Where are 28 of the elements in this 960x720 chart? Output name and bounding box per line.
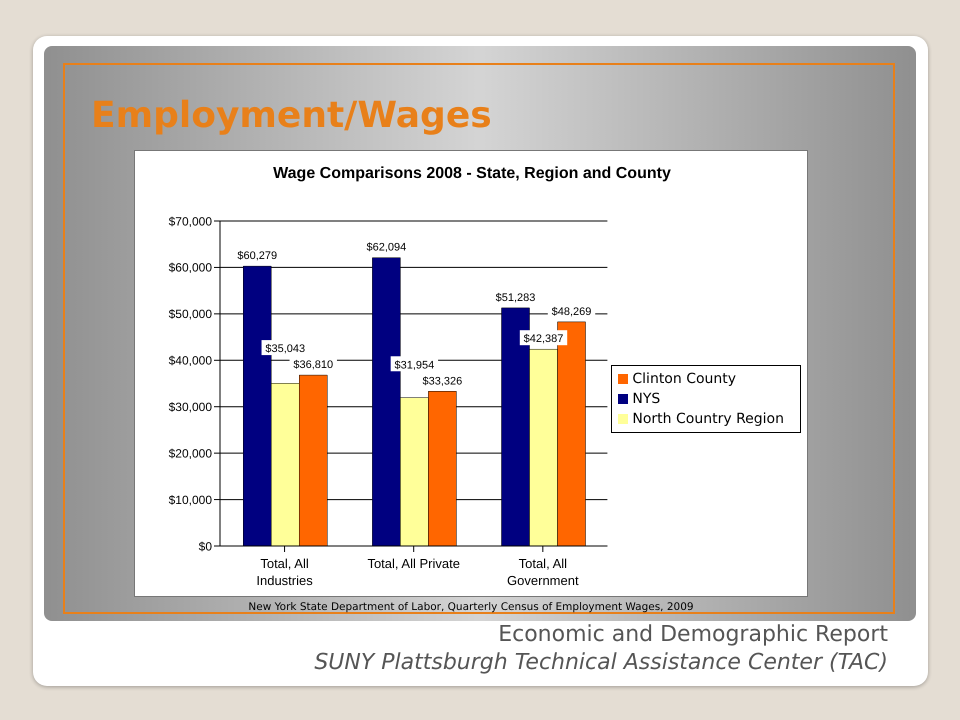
data-label: $33,326 xyxy=(422,375,462,388)
y-tick-label: $10,000 xyxy=(168,492,212,507)
data-label: $31,954 xyxy=(394,359,434,372)
x-tick-label: Total, All Private xyxy=(367,556,460,571)
chart-title: Employment/Wages xyxy=(91,95,492,136)
y-tick-label: $30,000 xyxy=(168,400,212,414)
y-tick-label: $40,000 xyxy=(168,354,212,368)
data-label: $35,043 xyxy=(265,343,306,356)
x-tick-label: Total, All Government xyxy=(507,556,579,588)
data-label: $36,810 xyxy=(293,359,334,372)
y-tick-label: $20,000 xyxy=(168,446,212,460)
data-label: $48,269 xyxy=(552,306,592,318)
y-tick-label: $50,000 xyxy=(168,307,212,322)
legend-label: Clinton County xyxy=(632,370,736,386)
y-tick-label: $0 xyxy=(198,539,212,554)
legend-label: NYS xyxy=(632,390,660,406)
y-tick-label: $60,000 xyxy=(168,260,212,275)
legend-label: North Country Region xyxy=(632,410,784,426)
text: New York State Department of Labor, Quarterly Census of Employment Wages, 2009 xyxy=(247,601,695,613)
x-tick-label: Total, All Industries xyxy=(256,556,314,588)
data-label: $60,279 xyxy=(237,250,278,262)
text: Economic and Demographic Report xyxy=(498,622,888,647)
data-label: $62,094 xyxy=(366,242,406,254)
data-label: $51,283 xyxy=(496,292,536,304)
text: SUNY Plattsburgh Technical Assistance Center (TAC) xyxy=(314,650,888,675)
y-tick-label: $70,000 xyxy=(168,214,212,228)
chart-subtitle: Wage Comparisons 2008 - State, Region and County xyxy=(272,165,672,183)
data-label: $42,387 xyxy=(524,333,564,346)
